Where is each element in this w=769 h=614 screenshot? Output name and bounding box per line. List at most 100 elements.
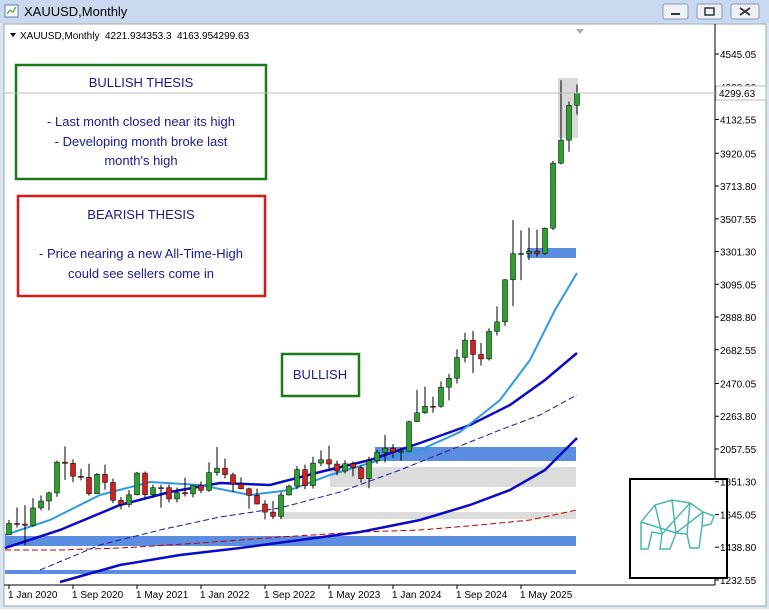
candle-body [526, 250, 532, 254]
x-tick-label: 1 Sep 2020 [72, 590, 124, 601]
candle-body [350, 463, 356, 468]
minimize-button[interactable] [662, 3, 689, 20]
candle-body [406, 421, 412, 452]
candle-body [94, 474, 100, 494]
candle-body [166, 487, 172, 500]
candle-body [86, 477, 92, 494]
candle-body [446, 378, 452, 388]
note-line: month's high [104, 153, 177, 168]
info-arrow [10, 33, 16, 37]
x-tick-label: 1 Jan 2022 [200, 590, 250, 601]
maximize-glyph [704, 7, 715, 16]
candle-body [574, 92, 580, 106]
y-tick-label: 2057.55 [720, 445, 757, 456]
candle-body [286, 485, 292, 496]
candle-body [550, 162, 556, 229]
candle-body [518, 253, 524, 255]
y-tick-label: 1645.05 [720, 510, 757, 521]
x-tick-label: 1 May 2025 [520, 590, 573, 601]
info-high: 4353.3 [141, 31, 172, 42]
candle-body [150, 487, 156, 495]
bear-icon [640, 499, 715, 550]
candle-body [398, 450, 404, 453]
candle-body [78, 475, 84, 478]
x-tick-label: 1 May 2023 [328, 590, 381, 601]
note-line: - Developing month broke last [55, 134, 228, 149]
candle-body [366, 460, 372, 479]
ma-line [4, 352, 578, 550]
y-tick-label: 2682.55 [720, 346, 757, 357]
candle-body [110, 482, 116, 501]
candle-body [118, 500, 124, 505]
note-box [16, 194, 267, 298]
candle-body [326, 459, 332, 465]
candle-body [214, 467, 220, 473]
candle-body [534, 250, 540, 254]
y-tick-label: 3095.05 [720, 280, 757, 291]
candle-body [462, 339, 468, 358]
candle-body [14, 523, 20, 525]
candle-body [438, 386, 444, 407]
ma-line [59, 437, 578, 584]
note-box [14, 63, 268, 181]
title-bar [0, 0, 769, 23]
candle-body [182, 492, 188, 495]
ma-line [39, 394, 578, 571]
candle-body [238, 483, 244, 490]
y-tick-label: 3301.30 [720, 248, 757, 259]
candle-body [302, 469, 308, 486]
note-box [280, 352, 361, 398]
bias-label: BULLISH [293, 367, 347, 382]
x-tick-label: 1 Sep 2024 [456, 590, 508, 601]
zone [527, 248, 576, 258]
candle-body [390, 447, 396, 453]
candle-body [422, 405, 428, 413]
note-title: BULLISH THESIS [89, 75, 194, 90]
candle-body [126, 494, 132, 505]
candle-body [174, 492, 180, 500]
candle-body [318, 459, 324, 464]
x-tick-label: 1 Sep 2022 [264, 590, 316, 601]
candle-body [414, 412, 420, 422]
candle-body [222, 467, 228, 475]
info-open: 4221.93 [105, 31, 142, 42]
candle-body [374, 452, 380, 462]
zone [330, 467, 576, 487]
y-tick-label: 4132.55 [720, 116, 757, 127]
maximize-button[interactable] [696, 3, 723, 20]
candle-body [134, 472, 140, 496]
note-line: could see sellers come in [68, 266, 214, 281]
price-marker [715, 85, 767, 101]
candle-body [38, 500, 44, 509]
candle-body [502, 279, 508, 323]
logo-box [629, 478, 728, 579]
y-tick-label: 1438.80 [720, 543, 757, 554]
y-tick-label: 2470.05 [720, 380, 757, 391]
info-line: XAUUSD,Monthly 4221.93 4353.3 4163.95 42… [10, 31, 250, 42]
price-marker-label: 4299.63 [719, 89, 756, 100]
candle-body [358, 467, 364, 479]
info-low: 4163.95 [177, 31, 214, 42]
y-tick-label: 4545.05 [720, 50, 757, 61]
info-symbol: XAUUSD,Monthly [20, 31, 99, 42]
candle-body [510, 253, 516, 281]
bearish-thesis-box: BEARISH THESIS - Price nearing a new All… [16, 194, 267, 298]
candle-body [190, 485, 196, 495]
note-title: BEARISH THESIS [87, 207, 195, 222]
candle-body [30, 507, 36, 526]
candle-body [542, 227, 548, 254]
candle-body [334, 463, 340, 472]
candle-body [342, 463, 348, 472]
candle-body [270, 511, 276, 517]
y-tick-label: 1851.30 [720, 478, 757, 489]
candle-body [454, 357, 460, 379]
candle-body [70, 463, 76, 477]
candle-body [478, 354, 484, 360]
candle-body [6, 523, 12, 536]
candle-body [62, 461, 68, 464]
candle-body [310, 462, 316, 486]
y-tick-label: 3507.55 [720, 215, 757, 226]
info-close: 4299.63 [213, 31, 250, 42]
